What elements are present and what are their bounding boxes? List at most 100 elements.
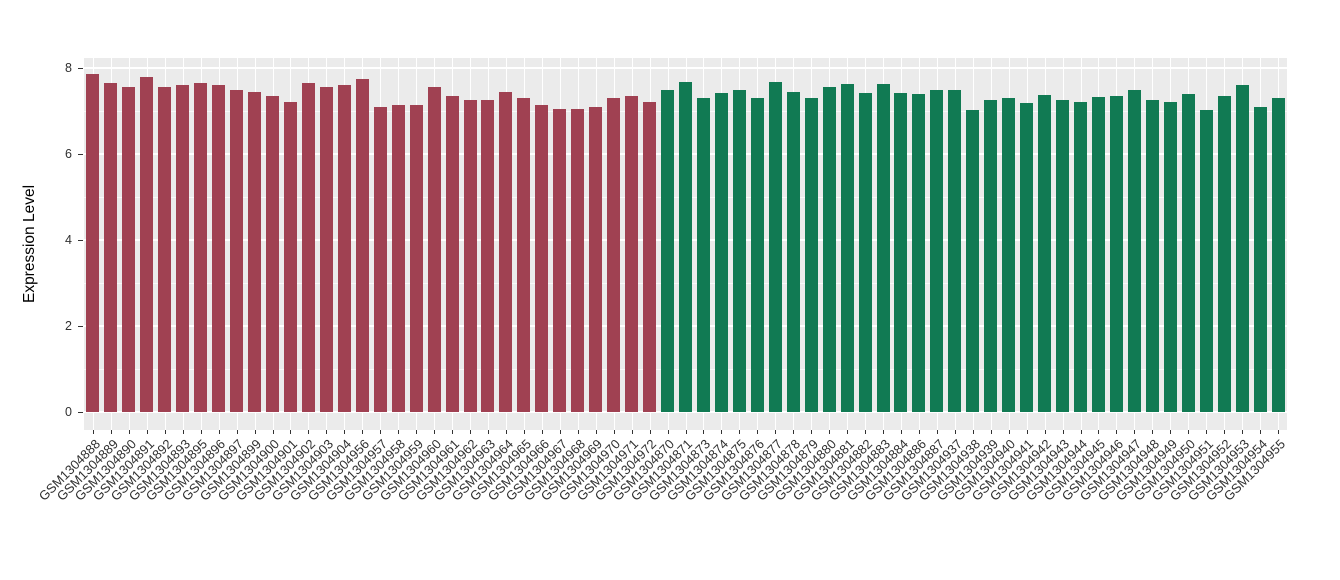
bar (140, 77, 154, 412)
bar (858, 92, 872, 412)
x-tick-mark (1152, 430, 1154, 434)
bar (553, 108, 567, 412)
y-tick-mark (78, 412, 83, 413)
bar (589, 106, 603, 412)
x-tick-mark (416, 430, 418, 434)
bar (1109, 95, 1123, 412)
x-tick-mark (613, 430, 615, 434)
x-tick-mark (182, 430, 184, 434)
x-tick-mark (990, 430, 992, 434)
x-tick-mark (1098, 430, 1100, 434)
bar (373, 106, 387, 412)
bar (732, 90, 746, 412)
y-tick-label: 2 (65, 318, 72, 333)
bar (679, 81, 692, 412)
x-tick-mark (505, 430, 507, 434)
bar (86, 74, 100, 412)
x-tick-mark (164, 430, 166, 434)
x-tick-mark (1170, 430, 1172, 434)
x-tick-mark (577, 430, 579, 434)
bar (319, 87, 333, 412)
y-tick-mark (78, 68, 83, 69)
bar (840, 84, 854, 412)
x-tick-mark (1260, 430, 1262, 434)
x-tick-mark (470, 430, 472, 434)
x-tick-mark (146, 430, 148, 434)
bar (768, 81, 782, 412)
bar (212, 85, 226, 412)
bar (176, 85, 190, 412)
x-tick-mark (595, 430, 597, 434)
x-tick-mark (757, 430, 759, 434)
x-tick-mark (1080, 430, 1082, 434)
x-tick-mark (200, 430, 202, 434)
bar (571, 108, 585, 412)
bar (355, 78, 369, 412)
x-tick-mark (380, 430, 382, 434)
bar (984, 100, 998, 412)
x-tick-mark (254, 430, 256, 434)
bar (1038, 94, 1052, 412)
bar (337, 85, 351, 412)
bar (122, 87, 136, 412)
bar (1002, 98, 1016, 412)
bar (427, 87, 441, 412)
x-tick-mark (972, 430, 974, 434)
bar (283, 102, 297, 412)
x-tick-mark (883, 430, 884, 434)
x-tick-mark (685, 430, 687, 434)
bar (463, 100, 477, 412)
x-tick-mark (362, 430, 364, 434)
y-axis-title: Expression Level (21, 184, 38, 304)
y-tick-label: 8 (65, 60, 72, 75)
x-tick-mark (1206, 430, 1208, 434)
bar (643, 102, 657, 412)
x-tick-mark (829, 430, 831, 434)
plot-panel (84, 58, 1287, 430)
x-tick-mark (1044, 430, 1046, 434)
bar (194, 83, 208, 412)
gridline-major-h (84, 411, 1287, 413)
x-tick-mark (739, 430, 741, 434)
x-tick-mark (1224, 430, 1226, 434)
x-tick-mark (559, 430, 561, 434)
x-tick-mark (649, 430, 651, 434)
bar (912, 93, 926, 412)
bar (876, 84, 890, 412)
bar (1235, 85, 1249, 412)
bar (822, 87, 836, 412)
x-tick-mark (954, 430, 956, 434)
bar (517, 98, 531, 412)
bar (1145, 100, 1159, 412)
x-tick-mark (452, 430, 454, 434)
bar (661, 89, 675, 412)
bar (1199, 110, 1213, 412)
bar (786, 91, 800, 412)
bar (696, 98, 710, 412)
x-tick-mark (541, 430, 543, 434)
x-tick-mark (290, 430, 292, 434)
x-tick-mark (1134, 430, 1136, 434)
x-tick-mark (811, 430, 813, 434)
bar (301, 83, 315, 412)
x-tick-mark (847, 430, 849, 434)
bar (607, 98, 621, 412)
x-tick-mark (918, 430, 920, 434)
y-tick-mark (78, 326, 83, 327)
bar (1217, 95, 1231, 412)
x-tick-mark (703, 430, 705, 434)
x-tick-mark (308, 430, 310, 434)
bar (230, 89, 244, 412)
x-tick-mark (272, 430, 274, 434)
bar (158, 87, 172, 412)
x-tick-mark (1026, 430, 1028, 434)
y-tick-mark (78, 240, 83, 241)
bar (948, 90, 962, 412)
x-tick-mark (344, 430, 346, 434)
bar (445, 95, 459, 412)
bar (930, 90, 944, 412)
x-tick-mark (1008, 430, 1010, 434)
bar (499, 91, 513, 412)
x-tick-mark (236, 430, 238, 434)
x-tick-mark (667, 430, 669, 434)
